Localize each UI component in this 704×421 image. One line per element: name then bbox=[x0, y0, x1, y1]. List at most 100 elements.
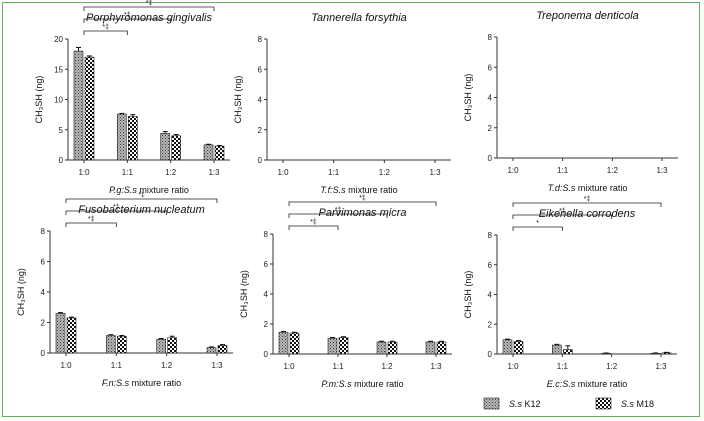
bar bbox=[167, 337, 177, 354]
y-axis-label: CH₃SH (ng) bbox=[233, 76, 243, 124]
y-axis-label: CH₃SH (ng) bbox=[463, 271, 473, 319]
bar bbox=[73, 50, 84, 161]
x-tick-label: 1:2 bbox=[161, 361, 173, 370]
figure-frame bbox=[2, 2, 700, 417]
chart-panel: Treponema denticola 0 2 4 6 8 CH₃SH (ng) 1:0 1:1… bbox=[463, 10, 678, 193]
significance-bracket bbox=[83, 18, 172, 23]
significance-bracket bbox=[83, 30, 128, 35]
y-tick-label: 20 bbox=[54, 35, 63, 44]
significance-label: *‡ bbox=[584, 196, 591, 203]
bar bbox=[171, 135, 181, 161]
chart-title: Eikenella corrodens bbox=[539, 208, 636, 220]
x-axis-label: P.g:S.s mixture ratio bbox=[109, 185, 189, 195]
bar bbox=[387, 341, 398, 355]
x-tick-label: 1:0 bbox=[507, 166, 519, 175]
x-axis-label: E.c:S.s mixture ratio bbox=[547, 379, 628, 389]
y-tick-label: 0 bbox=[258, 156, 263, 165]
chart-panel: Parvimonas micra 0 2 4 6 8 CH₃SH (ng) 1:0 1:1 1:2… bbox=[239, 195, 452, 389]
y-tick-label: 6 bbox=[264, 260, 269, 269]
x-tick-label: 1:1 bbox=[557, 166, 569, 175]
chart-title: Porphyromonas gingivalis bbox=[86, 12, 212, 24]
x-tick-label: 1:0 bbox=[507, 362, 519, 371]
y-tick-label: 2 bbox=[258, 126, 263, 135]
bar bbox=[563, 349, 573, 355]
y-tick-label: 8 bbox=[41, 227, 46, 236]
x-tick-label: 1:3 bbox=[655, 362, 667, 371]
bar bbox=[338, 337, 349, 355]
bar bbox=[203, 144, 214, 161]
bar bbox=[436, 341, 447, 355]
chart-panel: Fusobacterium nucleatum 0 2 4 6 8 CH₃SH (ng) 1:… bbox=[16, 192, 233, 388]
bar bbox=[327, 337, 338, 355]
legend-swatch bbox=[595, 397, 612, 410]
x-axis-label: T.f:S.s mixture ratio bbox=[320, 185, 397, 195]
significance-label: *‡ bbox=[335, 207, 342, 214]
x-tick-label: 1:3 bbox=[429, 168, 441, 177]
bar bbox=[661, 352, 672, 355]
x-tick-label: 1:3 bbox=[430, 362, 442, 371]
y-tick-label: 6 bbox=[41, 258, 46, 267]
y-tick-label: 0 bbox=[41, 349, 46, 358]
significance-label: *‡ bbox=[113, 204, 120, 211]
y-tick-label: 4 bbox=[258, 96, 263, 105]
y-tick-label: 0 bbox=[488, 154, 493, 163]
x-tick-label: 1:2 bbox=[379, 168, 391, 177]
x-tick-label: 1:2 bbox=[606, 362, 618, 371]
y-tick-label: 2 bbox=[41, 319, 46, 328]
x-tick-label: 1:2 bbox=[381, 362, 393, 371]
bar bbox=[214, 145, 225, 161]
y-tick-label: 8 bbox=[258, 35, 263, 44]
x-tick-label: 1:2 bbox=[165, 168, 177, 177]
significance-label: *‡ bbox=[359, 195, 366, 202]
y-tick-label: 6 bbox=[258, 65, 263, 74]
x-tick-label: 1:3 bbox=[656, 166, 668, 175]
y-tick-label: 8 bbox=[488, 33, 493, 42]
significance-bracket bbox=[288, 225, 339, 230]
y-tick-label: 4 bbox=[488, 291, 493, 300]
bar bbox=[206, 347, 217, 354]
significance-label: *‡ bbox=[102, 24, 109, 31]
y-tick-label: 0 bbox=[488, 350, 493, 359]
y-tick-label: 6 bbox=[488, 63, 493, 72]
y-tick-label: 2 bbox=[488, 320, 493, 329]
y-tick-label: 4 bbox=[41, 288, 46, 297]
bar bbox=[66, 317, 77, 354]
bar bbox=[117, 113, 127, 161]
y-tick-label: 0 bbox=[264, 350, 269, 359]
chart-title: Fusobacterium nucleatum bbox=[78, 204, 205, 216]
legend: S.s K12 S.s M18 bbox=[483, 397, 654, 410]
x-axis-label: T.d:S.s mixture ratio bbox=[548, 183, 628, 193]
bar bbox=[55, 313, 66, 354]
significance-label: *‡ bbox=[310, 219, 317, 226]
significance-label: *‡ bbox=[124, 12, 131, 19]
significance-label: *‡ bbox=[559, 208, 566, 215]
significance-label: * bbox=[536, 220, 539, 227]
bar bbox=[156, 338, 166, 354]
significance-bracket bbox=[512, 214, 613, 219]
x-tick-label: 1:0 bbox=[277, 168, 289, 177]
y-tick-label: 8 bbox=[264, 230, 269, 239]
x-tick-label: 1:0 bbox=[283, 362, 295, 371]
legend-label: S.s K12 bbox=[509, 399, 541, 409]
x-axis-label: F.n:S.s mixture ratio bbox=[102, 378, 181, 388]
bar bbox=[289, 332, 300, 355]
bar bbox=[552, 344, 562, 355]
x-tick-label: 1:0 bbox=[60, 361, 72, 370]
x-tick-label: 1:0 bbox=[78, 168, 90, 177]
legend-label: S.s M18 bbox=[621, 399, 654, 409]
legend-swatch bbox=[483, 397, 500, 410]
x-axis-label: P.m:S.s mixture ratio bbox=[321, 379, 403, 389]
significance-label: *‡ bbox=[88, 216, 95, 223]
y-axis-label: CH₃SH (ng) bbox=[463, 74, 473, 122]
y-tick-label: 2 bbox=[264, 320, 269, 329]
bar bbox=[160, 133, 170, 161]
significance-bracket bbox=[512, 226, 563, 231]
significance-bracket bbox=[288, 201, 437, 206]
chart-title: Treponema denticola bbox=[536, 10, 639, 22]
chart-panel: Eikenella corrodens 0 2 4 6 8 CH₃SH (ng) 1:0 1:1… bbox=[463, 196, 677, 389]
chart-panel: Tannerella forsythia 0 2 4 6 8 CH₃SH (ng) 1:0 1:… bbox=[233, 12, 451, 195]
significance-bracket bbox=[512, 202, 662, 207]
bar bbox=[278, 331, 289, 355]
bar bbox=[128, 116, 138, 161]
